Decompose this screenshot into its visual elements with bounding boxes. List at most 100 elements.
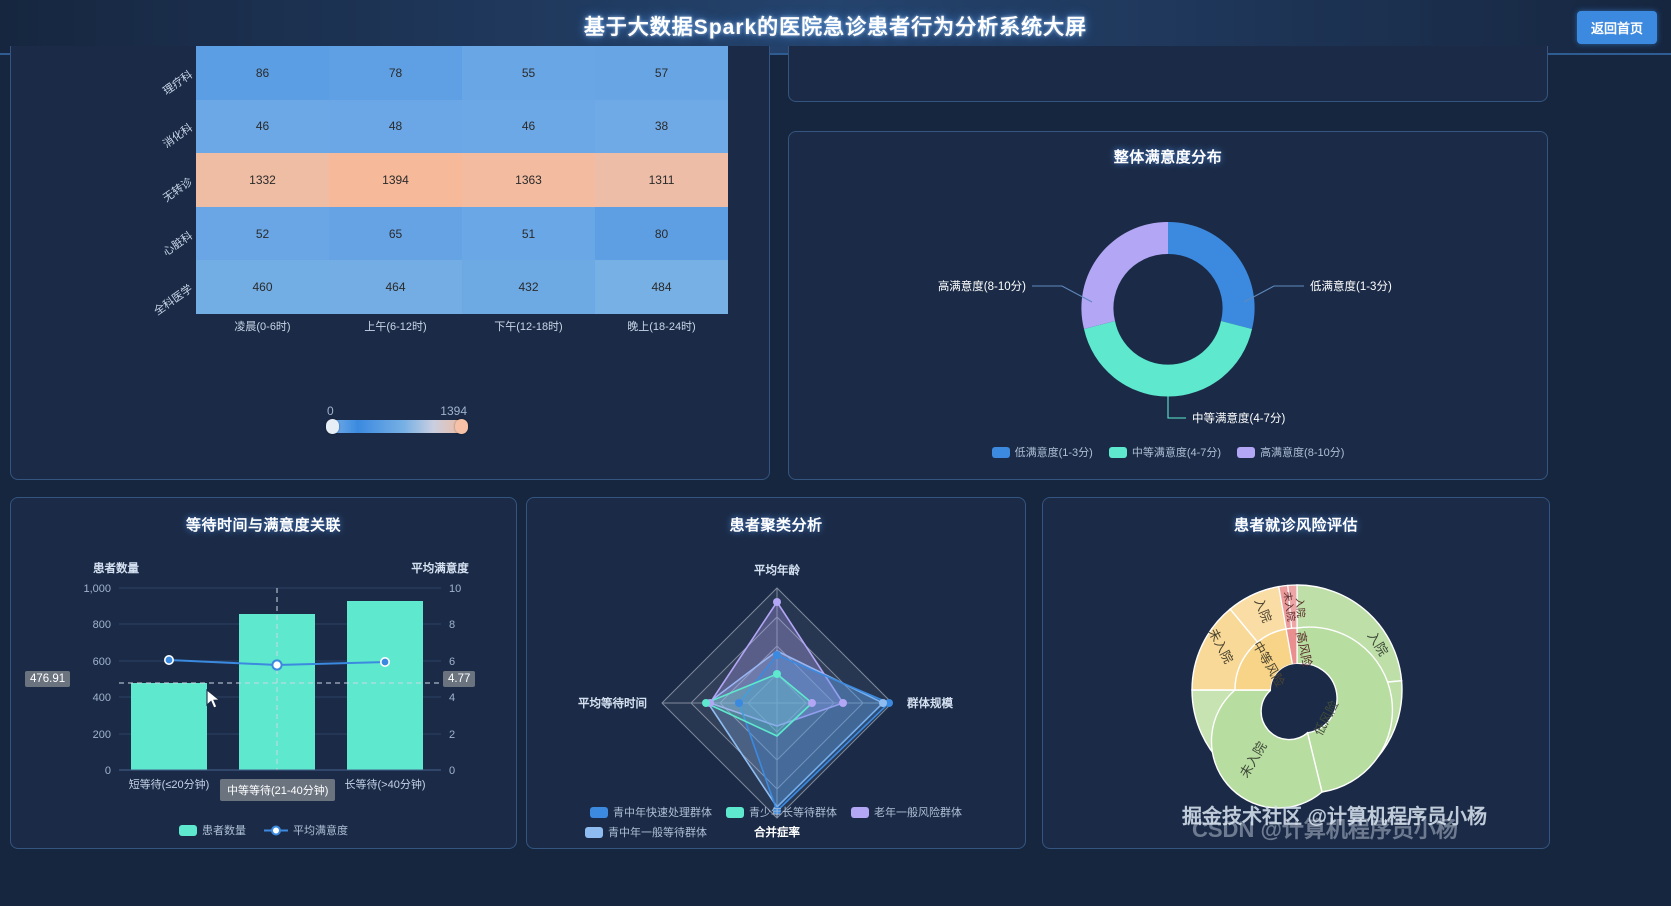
heatmap-cell[interactable]: 46 [462, 99, 595, 154]
heatmap-row-labels: 理疗科 消化科 无转诊 心脏科 全科医学 [141, 46, 196, 318]
donut-legend-item[interactable]: 中等满意度(4-7分) [1108, 444, 1222, 460]
heatmap-grid[interactable]: 86 78 55 57 46 48 46 38 1332 1394 1363 1311 52 65 51 80… [196, 46, 728, 314]
sunburst-label-high-not-admitted: 未入院 [1281, 591, 1298, 623]
donut-legend-item[interactable]: 低满意度(1-3分) [991, 444, 1093, 460]
mouse-cursor-icon [206, 689, 221, 709]
radar-legend-label-fast: 青中年快速处理群体 [613, 807, 712, 819]
donut-legend-label: 低满意度(1-3分) [1014, 447, 1093, 459]
heatmap-cell[interactable]: 1311 [595, 153, 728, 207]
radar-indicator-comorbidity: 合并症率 [754, 825, 800, 839]
svg-text:6: 6 [449, 656, 455, 668]
visualmap-handle-min[interactable] [326, 419, 339, 434]
bar-chart-legend[interactable]: 患者数量 平均满意度 [11, 822, 516, 838]
donut-leader-medium [1167, 394, 1186, 419]
heatmap-cell[interactable]: 46 [196, 99, 329, 154]
donut-leader-high [1032, 285, 1093, 303]
donut-legend-item[interactable]: 高满意度(8-10分) [1237, 444, 1344, 460]
visualmap-min-label: 0 [327, 404, 334, 418]
heatmap-cell[interactable]: 52 [196, 206, 329, 261]
wait-satisfaction-chart[interactable]: 患者数量 平均满意度 1,000 800 600 400 200 0 [11, 498, 518, 850]
visualmap-gradient-bar[interactable] [326, 419, 468, 434]
visualmap-handle-max[interactable] [455, 419, 468, 434]
radar-legend-item-fast[interactable]: 青中年快速处理群体 [590, 804, 712, 820]
donut-legend-label: 中等满意度(4-7分) [1131, 447, 1222, 459]
line-point-medium[interactable] [271, 659, 283, 671]
heatmap-visual-map[interactable]: 0 1394 [326, 404, 468, 434]
heatmap-cell[interactable]: 65 [329, 206, 462, 261]
bar-long-wait[interactable] [347, 601, 423, 770]
legend-item-avg-satisfaction[interactable]: 平均满意度 [264, 822, 348, 838]
donut-legend[interactable]: 低满意度(1-3分) 中等满意度(4-7分) 高满意度(8-10分) [789, 444, 1547, 460]
heatmap-cell[interactable]: 57 [595, 46, 728, 100]
radar-legend-row-1: 青中年快速处理群体 青少年长等待群体 老年一般风险群体 [527, 804, 1025, 820]
line-point-short[interactable] [164, 655, 175, 666]
bar-xlabel-short: 短等待(≤20分钟) [129, 777, 210, 791]
heatmap-cell[interactable]: 460 [196, 260, 329, 314]
donut-label-medium: 中等满意度(4-7分) [1192, 411, 1285, 425]
svg-text:600: 600 [93, 656, 111, 668]
radar-legend-swatch-elderly [851, 806, 869, 818]
heatmap-cell[interactable]: 1363 [462, 153, 595, 207]
donut-legend-swatch [991, 446, 1010, 458]
radar-legend-label-elderly: 老年一般风险群体 [874, 807, 962, 819]
radar-series-elderly-normal-risk[interactable] [708, 600, 845, 727]
heatmap-cell[interactable]: 38 [595, 99, 728, 154]
heatmap-cell[interactable]: 78 [329, 46, 462, 100]
heatmap-cell[interactable]: 1332 [196, 153, 329, 207]
heatmap-column-label: 凌晨(0-6时) [234, 321, 291, 333]
heatmap-cell[interactable]: 464 [329, 260, 462, 314]
sunburst-label-high-risk: 高风险 [1293, 630, 1315, 668]
svg-text:2: 2 [449, 729, 455, 741]
svg-text:4: 4 [449, 692, 455, 704]
patient-cluster-radar-chart[interactable]: 平均年龄 群体规模 合并症率 平均等待时间 [527, 498, 1027, 850]
line-point-long[interactable] [379, 657, 390, 668]
radar-series-teen-long-wait[interactable] [704, 673, 814, 737]
markline-tag-left: 476.91 [25, 671, 71, 687]
heatmap-chart[interactable]: 理疗科 消化科 无转诊 心脏科 全科医学 86 78 55 57 46 48 46 38 1332 139… [11, 46, 769, 479]
heatmap-cell[interactable]: 86 [196, 46, 329, 100]
sunburst-inner-low-risk[interactable] [1296, 626, 1394, 793]
svg-text:8: 8 [449, 619, 455, 631]
heatmap-cell[interactable]: 1394 [329, 153, 462, 207]
heatmap-cell[interactable]: 80 [595, 206, 728, 261]
bar-panel-title: 等待时间与满意度关联 [185, 517, 341, 534]
radar-legend-item-teen[interactable]: 青少年长等待群体 [726, 804, 837, 820]
donut-slice-medium[interactable] [1084, 321, 1252, 397]
donut-slice-high[interactable] [1081, 221, 1168, 329]
radar-indicator-avg-wait: 平均等待时间 [578, 696, 647, 710]
radar-legend-item-normal-wait[interactable]: 青中年一般等待群体 [585, 824, 707, 840]
heatmap-row-label: 全科医学 [152, 283, 196, 319]
panel-patient-clustering: 患者聚类分析 [526, 497, 1026, 849]
radar-legend-label-teen: 青少年长等待群体 [749, 807, 837, 819]
svg-text:10: 10 [449, 583, 461, 595]
panel-wait-vs-satisfaction: 等待时间与满意度关联 患者数量 平均满意度 1,000 800 600 400 … [10, 497, 517, 849]
svg-text:0: 0 [105, 765, 111, 777]
heatmap-cell[interactable]: 432 [462, 260, 595, 314]
legend-item-patient-count[interactable]: 患者数量 [179, 822, 246, 838]
panel-referral-heatmap: 理疗科 消化科 无转诊 心脏科 全科医学 86 78 55 57 46 48 46 38 1332 139… [10, 46, 770, 480]
donut-slice-low[interactable] [1168, 221, 1255, 329]
legend-label-avg-satisfaction: 平均满意度 [293, 825, 348, 837]
bar-short-wait[interactable] [131, 683, 207, 770]
radar-legend-item-elderly[interactable]: 老年一般风险群体 [851, 804, 962, 820]
donut-legend-swatch [1108, 446, 1127, 458]
heatmap-cell[interactable]: 55 [462, 46, 595, 100]
heatmap-cell[interactable]: 51 [462, 206, 595, 261]
radar-axis-lines [662, 588, 892, 818]
radar-legend-swatch-normal-wait [585, 826, 603, 838]
radar-legend[interactable]: 青中年快速处理群体 青少年长等待群体 老年一般风险群体 青中年一般等待群体 [527, 800, 1025, 840]
back-to-home-button[interactable]: 返回首页 [1576, 11, 1657, 44]
panel-visit-risk-assessment: 患者就诊风险评估 [1042, 497, 1550, 849]
heatmap-row-label: 理疗科 [161, 68, 196, 98]
radar-panel-title: 患者聚类分析 [729, 517, 823, 534]
donut-legend-label: 高满意度(8-10分) [1260, 447, 1345, 459]
heatmap-cell[interactable]: 48 [329, 99, 462, 154]
heatmap-column-label: 晚上(18-24时) [627, 321, 696, 333]
radar-indicator-group-size: 群体规模 [906, 696, 953, 710]
sunburst-inner-low-risk-2[interactable] [1210, 689, 1323, 809]
risk-sunburst-chart[interactable]: 入院 未入院 未入院 入院 未入院 入院 低风险 中等风险 高风险 [1043, 498, 1551, 850]
donut-legend-swatch [1237, 446, 1256, 458]
svg-text:800: 800 [93, 619, 111, 631]
satisfaction-donut-chart[interactable]: 低满意度(1-3分) 高满意度(8-10分) 中等满意度(4-7分) [818, 190, 1518, 440]
heatmap-cell[interactable]: 484 [595, 260, 728, 314]
